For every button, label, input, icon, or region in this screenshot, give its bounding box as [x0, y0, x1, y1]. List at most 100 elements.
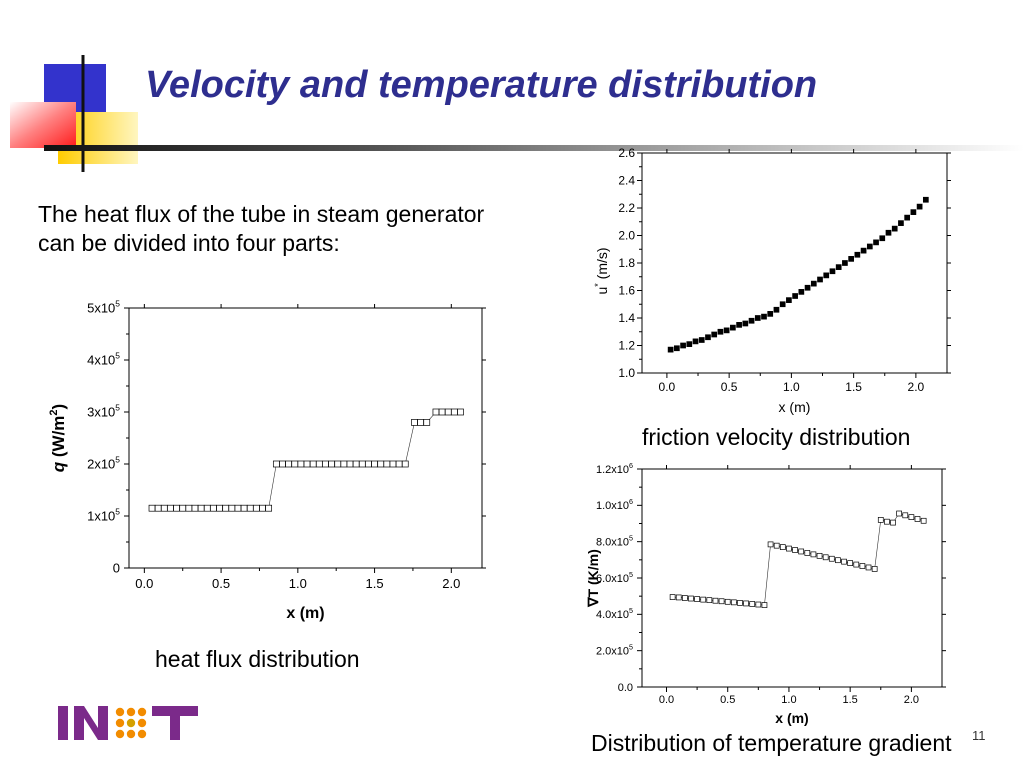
data-point — [328, 460, 335, 468]
data-point — [822, 554, 829, 561]
data-point — [432, 408, 440, 416]
data-point — [334, 460, 342, 468]
data-point — [884, 518, 890, 525]
decor-red-square — [10, 102, 76, 148]
data-point — [873, 239, 879, 246]
y-tick-label: 1.0x106 — [596, 498, 633, 512]
data-point — [682, 595, 688, 601]
x-tick-label: 2.0 — [442, 576, 460, 591]
title-underline — [44, 145, 1024, 151]
data-point — [417, 419, 424, 426]
data-point — [148, 504, 156, 512]
data-point — [885, 229, 892, 236]
data-point — [767, 541, 774, 548]
data-point — [828, 555, 835, 562]
data-point — [792, 547, 798, 553]
data-point — [444, 408, 452, 416]
plot-frame — [128, 307, 483, 569]
data-point — [297, 460, 305, 468]
heat-flux-chart: 0.0 0.5 1.0 1.5 2.0 0 1x105 2x105 3x105 4x105 5x10… — [48, 299, 486, 622]
data-point — [303, 460, 311, 468]
data-point — [737, 600, 743, 606]
data-point — [865, 564, 872, 571]
data-point — [804, 284, 811, 291]
data-point — [823, 272, 830, 279]
temperature-gradient-chart: 0.0 0.5 1.0 1.5 2.0 0.0 2.0x105 4.0x105 6.0x105 8… — [585, 462, 946, 726]
data-point — [694, 596, 700, 602]
series-line — [672, 513, 924, 606]
data-point — [185, 504, 193, 512]
data-point — [692, 338, 699, 345]
data-point — [773, 306, 780, 313]
data-point — [817, 276, 823, 283]
y-tick-label: 1.4 — [618, 311, 635, 325]
slide-title: Velocity and temperature distribution — [145, 64, 818, 106]
data-point — [786, 297, 792, 303]
y-tick-label: 1.2x106 — [596, 462, 633, 476]
data-point — [259, 504, 266, 512]
data-point — [743, 600, 749, 607]
y-tick-label: 4x105 — [87, 351, 120, 368]
data-point — [700, 596, 707, 603]
data-point — [698, 337, 705, 343]
y-axis-label: ∇T (K/m) — [585, 549, 601, 608]
data-point — [377, 460, 385, 468]
data-point — [717, 328, 724, 335]
data-point — [285, 460, 292, 468]
data-point — [340, 460, 348, 468]
temperature-gradient-caption: Distribution of temperature gradient — [591, 730, 952, 756]
data-point — [197, 504, 205, 512]
data-point — [847, 560, 854, 566]
data-point — [680, 342, 686, 349]
data-point — [309, 460, 317, 468]
friction-velocity-caption: friction velocity distribution — [642, 424, 911, 450]
data-point — [228, 504, 236, 512]
data-point — [179, 504, 187, 512]
data-point — [291, 460, 299, 468]
data-point — [754, 315, 761, 321]
friction-velocity-chart: 0.0 0.5 1.0 1.5 2.0 1.0 1.2 1.4 1.6 1.8 2.0 2.2 2.4 2… — [593, 146, 951, 415]
y-tick-label: 2.0x105 — [596, 644, 633, 658]
data-point — [842, 260, 848, 266]
y-tick-label: 5x105 — [87, 299, 120, 316]
data-point — [891, 225, 898, 232]
data-point — [848, 256, 854, 262]
x-tick-label: 2.0 — [904, 694, 919, 706]
data-point — [173, 504, 180, 512]
data-point — [669, 594, 676, 600]
data-point — [389, 460, 397, 468]
y-axis-label: u* (m/s) — [593, 247, 610, 294]
y-tick-label: 2.0 — [618, 229, 635, 243]
data-point — [792, 293, 798, 299]
x-tick-label: 0.5 — [721, 380, 738, 394]
data-point — [674, 345, 680, 352]
x-tick-label: 0.5 — [212, 576, 230, 591]
x-tick-label: 0.0 — [659, 380, 676, 394]
data-point — [854, 251, 861, 258]
y-tick-label: 2.2 — [618, 201, 635, 215]
data-point — [706, 597, 713, 604]
data-point — [315, 460, 323, 468]
x-tick-label: 1.0 — [783, 380, 800, 394]
data-point — [411, 419, 418, 426]
y-tick-label: 2.4 — [618, 174, 635, 188]
data-point — [816, 552, 823, 559]
x-axis-label: x (m) — [775, 710, 808, 726]
heat-flux-caption: heat flux distribution — [155, 646, 360, 672]
data-point — [798, 289, 805, 295]
data-point — [191, 504, 199, 512]
data-point — [371, 460, 378, 468]
data-point — [265, 504, 273, 512]
data-point — [860, 247, 867, 254]
y-tick-label: 1.6 — [618, 284, 635, 298]
data-point — [160, 504, 168, 512]
data-point — [798, 548, 805, 555]
x-tick-label: 1.0 — [289, 576, 307, 591]
x-tick-label: 1.0 — [781, 694, 796, 706]
intro-line-1: The heat flux of the tube in steam gener… — [38, 201, 485, 227]
data-point — [686, 341, 693, 347]
data-point — [908, 514, 915, 520]
data-point — [352, 460, 360, 468]
data-point — [216, 504, 223, 512]
data-point — [922, 196, 929, 203]
